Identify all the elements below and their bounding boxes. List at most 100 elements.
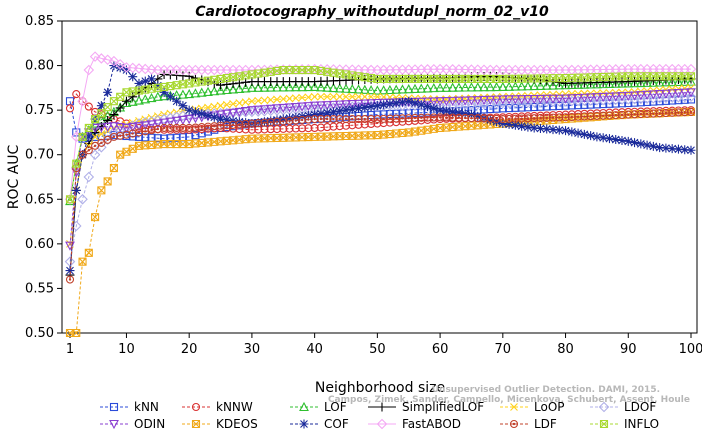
point-cof [548, 125, 558, 135]
point-lof [541, 80, 552, 90]
point-odin [642, 90, 653, 100]
legend-label-lof: LOF [324, 400, 347, 414]
point-ldf [210, 122, 219, 131]
plot-frame [61, 20, 698, 334]
point-knnw [298, 124, 307, 133]
point-cof [385, 99, 395, 109]
point-odin [629, 91, 640, 101]
point-odin [441, 97, 452, 107]
point-odin [673, 88, 684, 99]
legend-item-kdeos: KDEOS [182, 417, 258, 431]
point-ldf [203, 122, 213, 131]
point-lof [410, 83, 420, 93]
point-ldof [685, 91, 697, 103]
point-lof [591, 79, 602, 89]
point-odin [573, 93, 584, 104]
point-lof [152, 91, 163, 101]
point-loop [229, 100, 237, 108]
point-lof [453, 82, 464, 92]
point-lof [209, 86, 220, 96]
series-line-loop [69, 87, 692, 244]
point-cof [416, 100, 426, 110]
point-odin [610, 92, 621, 102]
chart-title: Cardiotocography_withoutdupl_norm_02_v10 [195, 4, 549, 20]
point-lof [228, 84, 239, 94]
point-lof [347, 83, 358, 94]
point-ldf [636, 110, 645, 119]
point-knnw [316, 123, 325, 132]
point-lof [184, 88, 195, 99]
point-fastabod [685, 63, 697, 75]
legend-label-odin: ODIN [134, 417, 165, 431]
watermark-line-2: Campos, Zimek, Sander, Campello, Micenko… [328, 395, 690, 405]
legend-swatch-marker [598, 401, 610, 413]
point-ldf [260, 118, 269, 127]
point-knn [492, 104, 501, 113]
point-fastabod [77, 95, 88, 107]
point-lof [359, 84, 370, 94]
point-knnw [84, 102, 93, 111]
point-odin [215, 110, 226, 120]
point-odin [460, 96, 471, 106]
point-fastabod [108, 55, 120, 67]
point-loop [323, 92, 332, 101]
point-loop [235, 99, 244, 107]
y-tick-label: 0.50 [25, 326, 54, 341]
series-inflo [65, 65, 696, 204]
point-odin [334, 100, 345, 110]
point-ldf [624, 110, 633, 119]
legend-item-knn: kNN [100, 400, 159, 414]
point-lof [435, 82, 446, 92]
point-loop [254, 96, 263, 105]
legend: kNN kNNW LOF SimplifiedLOF LoOP LDOF ODIN KDEOS… [100, 400, 659, 431]
point-odin [108, 122, 119, 132]
point-cof [360, 102, 370, 112]
point-cof [216, 114, 226, 124]
point-knn [486, 105, 495, 114]
point-cof [347, 104, 357, 114]
point-ldf [599, 111, 608, 120]
point-loop [668, 85, 677, 94]
point-ldf [454, 113, 463, 122]
point-loop [298, 93, 306, 102]
point-ldf [498, 115, 507, 124]
point-cof [391, 98, 401, 108]
point-kdeos [72, 328, 81, 338]
legend-swatch-marker [509, 419, 519, 429]
point-cof [366, 102, 376, 112]
point-lof [196, 87, 207, 97]
point-lof [353, 84, 364, 94]
point-ldf [555, 113, 564, 122]
point-cof [278, 114, 288, 124]
point-ldof [77, 194, 88, 205]
point-loop [580, 89, 589, 98]
point-knn [479, 105, 489, 114]
legend-label-ldof: LDOF [624, 400, 656, 414]
point-lof [372, 85, 383, 95]
point-lof [416, 83, 427, 93]
point-lof [516, 81, 527, 91]
point-odin [686, 88, 696, 98]
point-knnw [291, 124, 300, 133]
point-ldf [448, 113, 457, 122]
point-cof [322, 108, 332, 118]
point-ldf [172, 123, 181, 133]
point-ldf [134, 128, 144, 137]
point-ldf [492, 114, 501, 123]
point-loop [291, 94, 300, 102]
point-cof [542, 124, 552, 134]
point-loop [310, 92, 319, 101]
point-cof [636, 139, 646, 149]
series-ldf [65, 107, 696, 284]
point-loop [279, 95, 288, 103]
point-ldf [229, 120, 238, 129]
point-knnw [285, 124, 294, 133]
point-odin [134, 122, 144, 132]
point-odin [184, 115, 195, 125]
point-cof [473, 111, 483, 121]
point-cof [567, 127, 577, 137]
point-fastabod [127, 62, 139, 74]
point-odin [265, 104, 276, 114]
point-odin [660, 89, 671, 99]
point-cof [429, 103, 439, 113]
